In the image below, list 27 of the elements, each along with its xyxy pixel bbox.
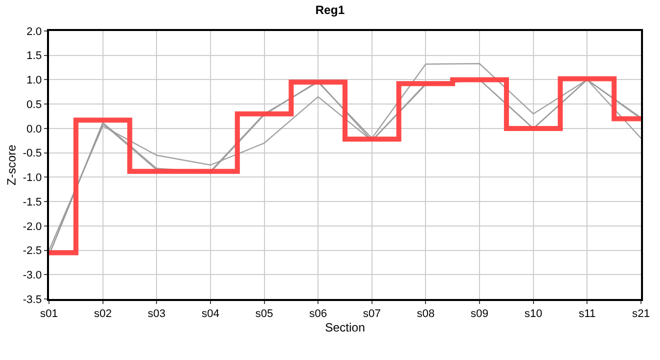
x-tick-label: s10 [524, 308, 542, 320]
y-tick-label: 0.0 [26, 123, 42, 136]
x-tick-label: s06 [309, 308, 327, 320]
x-tick-label: s03 [148, 308, 166, 320]
y-tick-label: -0.5 [22, 148, 42, 160]
y-tick-label: 2.0 [26, 26, 42, 38]
y-tick-label: -2.5 [22, 245, 42, 258]
y-tick-label: -3.5 [22, 294, 42, 306]
x-tick-label: s21 [632, 308, 650, 320]
y-tick-label: -1.5 [22, 196, 42, 208]
y-axis-title: Z-score [4, 144, 19, 186]
x-tick-label: s02 [94, 308, 112, 320]
x-tick-label: s04 [202, 308, 220, 320]
x-tick-label: s01 [40, 308, 58, 320]
x-axis-title: Section [324, 320, 366, 335]
x-tick-label: s07 [363, 308, 381, 320]
x-tick-label: s09 [470, 308, 488, 320]
y-tick-label: -3.0 [22, 269, 42, 282]
y-tick-label: 1.5 [26, 50, 42, 62]
chart-title: Reg1 [315, 2, 345, 17]
y-tick-label: -2.0 [22, 220, 42, 233]
x-tick-label: s11 [578, 308, 596, 320]
y-tick-label: 0.5 [26, 98, 42, 111]
x-tick-label: s05 [255, 308, 274, 320]
x-tick-label: s08 [416, 308, 435, 320]
y-tick-label: 1.0 [26, 74, 42, 87]
y-tick-label: -1.0 [22, 172, 42, 184]
